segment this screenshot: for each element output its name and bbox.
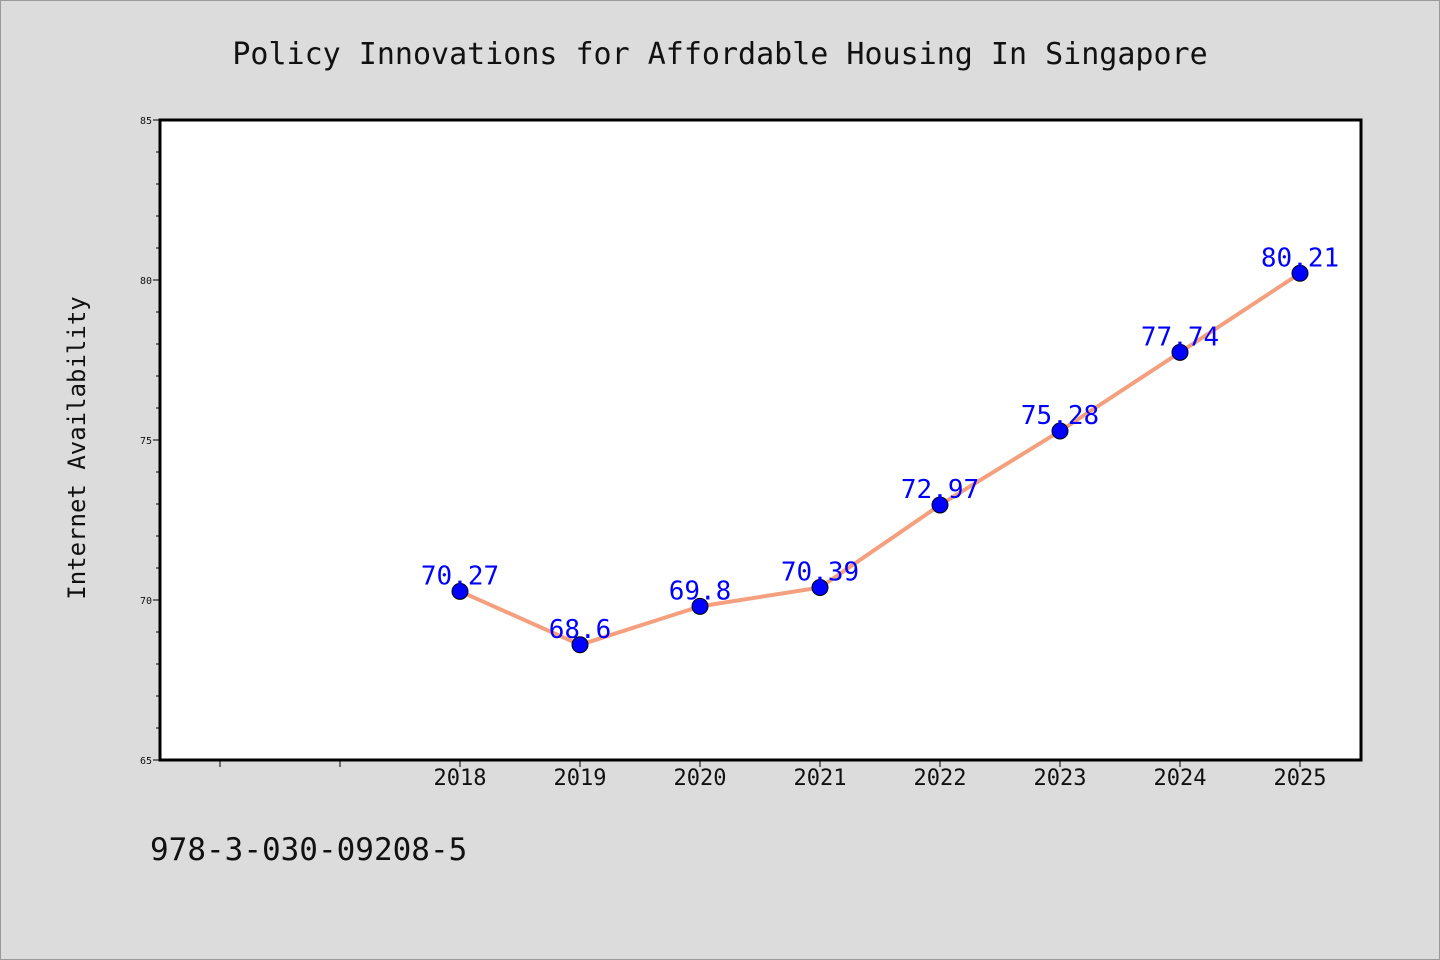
data-label: 72.97: [901, 475, 979, 505]
x-tick-label: 2022: [914, 766, 967, 791]
isbn-footer: 978-3-030-09208-5: [150, 832, 468, 868]
x-tick-label: 2018: [434, 766, 487, 791]
data-point-marker: [811, 579, 829, 597]
y-axis-label: Internet Availability: [63, 296, 91, 599]
data-point-marker: [1051, 422, 1069, 440]
data-label: 77.74: [1141, 322, 1219, 352]
y-axis-ticks: 65 70 75 80 85: [140, 116, 160, 767]
y-tick-label: 85: [140, 116, 152, 127]
series-line: [459, 271, 1302, 647]
data-label: 70.39: [781, 558, 859, 588]
x-tick-label: 2025: [1274, 766, 1327, 791]
x-tick-label: 2023: [1034, 766, 1087, 791]
y-tick-label: 70: [140, 596, 152, 607]
x-tick-label: 2019: [554, 766, 607, 791]
data-label-group: 70.27 68.6 69.8 70.39 72.97 75.28 77.74 80.21: [421, 243, 1339, 645]
marker-group: [451, 264, 1309, 654]
plot-area: [158, 118, 1363, 762]
data-label: 80.21: [1261, 243, 1339, 273]
y-tick-label: 80: [140, 276, 152, 287]
data-point-marker: [1291, 264, 1309, 282]
y-tick-label: 65: [140, 756, 152, 767]
x-tick-label: 2020: [674, 766, 727, 791]
data-label: 69.8: [669, 576, 732, 606]
data-point-marker: [571, 636, 589, 654]
x-axis-ticks: 2018 2019 2020 2021 2022 2023 2024 2025: [219, 760, 1327, 791]
data-point-marker: [451, 582, 469, 600]
chart-title: Policy Innovations for Affordable Housin…: [232, 37, 1207, 72]
y-tick-label: 75: [140, 436, 152, 447]
data-label: 68.6: [549, 615, 612, 645]
x-tick-label: 2021: [794, 766, 847, 791]
data-point-marker: [1171, 343, 1189, 361]
x-tick-label: 2024: [1154, 766, 1207, 791]
series-line-group: [459, 271, 1302, 647]
data-label: 70.27: [421, 561, 499, 591]
data-point-marker: [931, 496, 949, 514]
data-point-marker: [691, 597, 709, 615]
data-label: 75.28: [1021, 401, 1099, 431]
